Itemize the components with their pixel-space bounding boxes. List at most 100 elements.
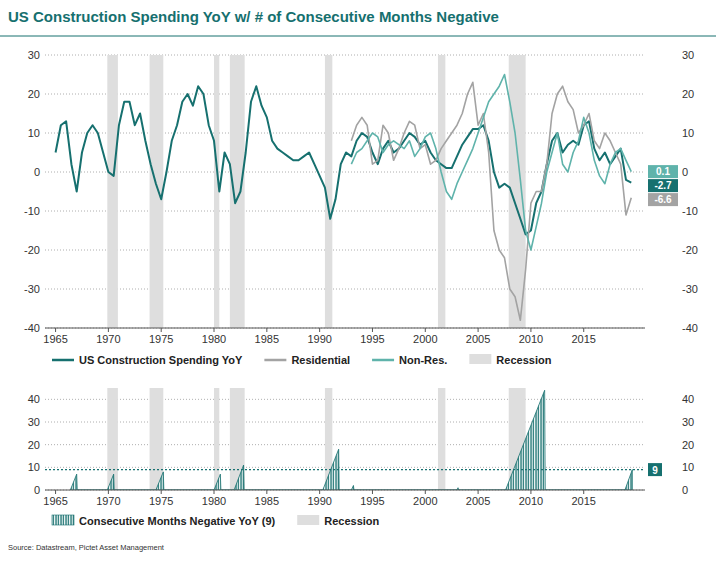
legend-label: Consecutive Months Negative YoY (9) xyxy=(79,515,276,527)
y2-tick-label: 0 xyxy=(682,166,688,178)
grid-line xyxy=(45,399,645,400)
x-axis-line xyxy=(45,490,645,491)
x-tick-label: 1970 xyxy=(96,333,120,345)
grid-line xyxy=(45,289,645,290)
grid-line xyxy=(45,467,645,468)
end-value-box xyxy=(648,165,678,178)
x-tick-label: 1980 xyxy=(202,495,226,507)
grid-line xyxy=(45,444,645,445)
series-line xyxy=(351,75,631,251)
title: US Construction Spending YoY w/ # of Con… xyxy=(8,8,499,25)
legend-label: Recession xyxy=(496,354,551,366)
legend-label: US Construction Spending YoY xyxy=(79,354,243,366)
x-tick xyxy=(161,490,162,494)
y-tick-label: 20 xyxy=(28,439,40,451)
recession-band xyxy=(230,55,245,328)
reference-line xyxy=(45,469,645,470)
x-tick xyxy=(108,490,109,494)
y2-tick-label: 40 xyxy=(682,393,694,405)
y2-tick-label: -10 xyxy=(682,205,698,217)
recession-band xyxy=(107,388,118,490)
x-tick xyxy=(583,490,584,494)
x-tick-label: 1995 xyxy=(360,495,384,507)
y-tick-label: 20 xyxy=(28,88,40,100)
y-tick-label: -10 xyxy=(24,205,40,217)
legend-label: Recession xyxy=(324,515,379,527)
y2-tick-label: 30 xyxy=(682,49,694,61)
x-tick xyxy=(266,328,267,332)
y-tick-label: -30 xyxy=(24,283,40,295)
y-tick-label: 40 xyxy=(28,393,40,405)
legend-label: Residential xyxy=(291,354,350,366)
x-tick-label: 1975 xyxy=(149,495,173,507)
y2-tick-label: 20 xyxy=(682,439,694,451)
y2-tick-label: -20 xyxy=(682,244,698,256)
series-line xyxy=(351,82,631,320)
x-tick-label: 1965 xyxy=(43,495,67,507)
y2-tick-label: -40 xyxy=(682,322,698,334)
end-value-label: -6.6 xyxy=(654,194,672,205)
grid-line xyxy=(45,422,645,423)
x-tick xyxy=(319,490,320,494)
x-tick xyxy=(478,328,479,332)
x-tick xyxy=(214,328,215,332)
recession-band xyxy=(214,388,219,490)
legend-swatch xyxy=(469,354,491,364)
recession-band xyxy=(150,388,164,490)
y2-tick-label: 10 xyxy=(682,127,694,139)
recession-band xyxy=(107,55,118,328)
legend-swatch xyxy=(52,515,74,525)
end-value-label: -2.7 xyxy=(654,180,672,191)
y-tick-label: 10 xyxy=(28,127,40,139)
x-tick xyxy=(108,328,109,332)
recession-band xyxy=(438,388,445,490)
series-line xyxy=(56,86,632,234)
x-tick-label: 1990 xyxy=(307,333,331,345)
y2-tick-label: -30 xyxy=(682,283,698,295)
grid-line xyxy=(45,55,645,56)
x-tick-label: 2010 xyxy=(519,495,543,507)
legend-swatch xyxy=(297,515,319,525)
x-tick xyxy=(319,328,320,332)
y2-tick-label: 0 xyxy=(682,484,688,496)
grid-line xyxy=(45,211,645,212)
x-tick-label: 1995 xyxy=(360,333,384,345)
y-tick-label: 30 xyxy=(28,49,40,61)
reference-box xyxy=(648,463,662,476)
x-tick-label: 1985 xyxy=(255,333,279,345)
x-tick-label: 2000 xyxy=(413,495,437,507)
legend-swatch xyxy=(372,359,394,362)
grid-line xyxy=(45,133,645,134)
series-area xyxy=(70,390,632,490)
x-tick xyxy=(478,490,479,494)
legend-swatch xyxy=(264,359,286,362)
x-tick xyxy=(583,328,584,332)
x-tick-label: 1990 xyxy=(307,495,331,507)
x-tick-label: 2005 xyxy=(466,495,490,507)
x-tick-label: 2005 xyxy=(466,333,490,345)
x-tick-label: 2000 xyxy=(413,333,437,345)
source: Source: Datastream, Pictet Asset Managem… xyxy=(8,543,165,552)
plot-area xyxy=(70,388,632,490)
y2-tick-label: 20 xyxy=(682,88,694,100)
chart-canvas: US Construction Spending YoY w/ # of Con… xyxy=(0,0,716,566)
x-tick-label: 1985 xyxy=(255,495,279,507)
x-tick-label: 2015 xyxy=(571,495,595,507)
y2-tick-label: 10 xyxy=(682,461,694,473)
x-axis-line xyxy=(45,328,645,329)
x-tick-label: 1965 xyxy=(43,333,67,345)
grid-line xyxy=(45,172,645,173)
end-value-label: 0.1 xyxy=(656,166,670,177)
x-tick xyxy=(372,328,373,332)
y-tick-label: 10 xyxy=(28,461,40,473)
x-tick-label: 2015 xyxy=(571,333,595,345)
y-tick-label: 0 xyxy=(34,484,40,496)
x-tick xyxy=(55,328,56,332)
x-tick xyxy=(530,490,531,494)
x-tick xyxy=(266,490,267,494)
x-tick xyxy=(530,328,531,332)
grid-line xyxy=(45,94,645,95)
x-tick xyxy=(372,490,373,494)
x-tick xyxy=(55,490,56,494)
legend-label: Non-Res. xyxy=(399,354,447,366)
